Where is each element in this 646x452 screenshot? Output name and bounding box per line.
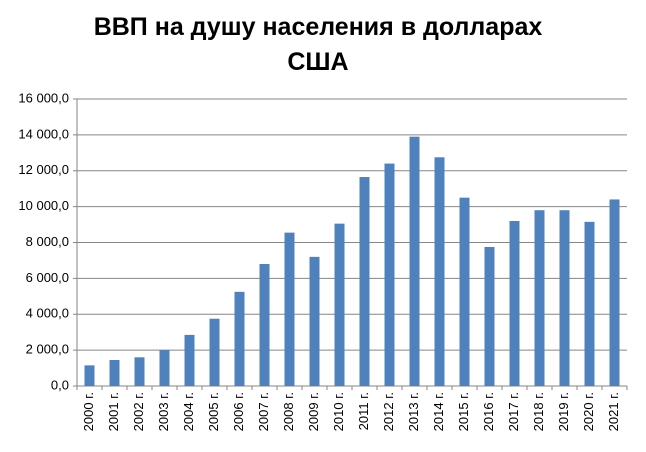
bar [184, 334, 195, 386]
bar [209, 318, 220, 386]
x-tick-label: 2001 г. [106, 392, 121, 431]
bar [309, 256, 320, 386]
bar [384, 163, 395, 386]
bar [484, 246, 495, 386]
bar [584, 221, 595, 386]
x-tick-label: 2020 г. [581, 392, 596, 431]
bar [134, 357, 145, 386]
x-tick-label: 2012 г. [381, 392, 396, 431]
x-tick-label: 2014 г. [431, 392, 446, 431]
bar [334, 223, 345, 386]
x-tick-label: 2017 г. [506, 392, 521, 431]
bar [359, 177, 370, 386]
bar [159, 350, 170, 386]
y-tick-label: 4 000,0 [26, 306, 69, 321]
y-tick-label: 0,0 [51, 377, 69, 392]
bar [509, 220, 520, 386]
y-tick-label: 12 000,0 [18, 162, 69, 177]
bar [84, 365, 95, 386]
x-tick-label: 2010 г. [331, 392, 346, 431]
bar [109, 359, 120, 386]
x-tick-label: 2021 г. [606, 392, 621, 431]
x-tick-label: 2003 г. [156, 392, 171, 431]
y-tick-label: 8 000,0 [26, 234, 69, 249]
y-tick-label: 10 000,0 [18, 198, 69, 213]
bar [259, 264, 270, 386]
x-tick-label: 2008 г. [281, 392, 296, 431]
x-tick-label: 2015 г. [456, 392, 471, 431]
x-tick-label: 2002 г. [131, 392, 146, 431]
x-tick-label: 2018 г. [531, 392, 546, 431]
x-tick-label: 2011 г. [356, 392, 371, 430]
bar [434, 157, 445, 386]
y-tick-label: 14 000,0 [18, 126, 69, 141]
x-tick-label: 2000 г. [81, 392, 96, 431]
x-tick-label: 2013 г. [406, 392, 421, 431]
y-tick-label: 16 000,0 [18, 90, 69, 105]
bar [459, 197, 470, 386]
bar [609, 199, 620, 386]
x-tick-label: 2006 г. [231, 392, 246, 431]
x-tick-label: 2004 г. [181, 392, 196, 431]
bar [234, 291, 245, 386]
x-tick-label: 2016 г. [481, 392, 496, 431]
x-tick-label: 2007 г. [256, 392, 271, 431]
x-tick-label: 2019 г. [556, 392, 571, 431]
bar [534, 210, 545, 386]
chart-title: ВВП на душу населения в долларах США [93, 13, 543, 76]
bar [284, 232, 295, 386]
bar [559, 210, 570, 386]
y-tick-label: 6 000,0 [26, 270, 69, 285]
x-tick-label: 2005 г. [206, 392, 221, 431]
bar [409, 136, 420, 386]
x-tick-label: 2009 г. [306, 392, 321, 431]
y-tick-label: 2 000,0 [26, 342, 69, 357]
